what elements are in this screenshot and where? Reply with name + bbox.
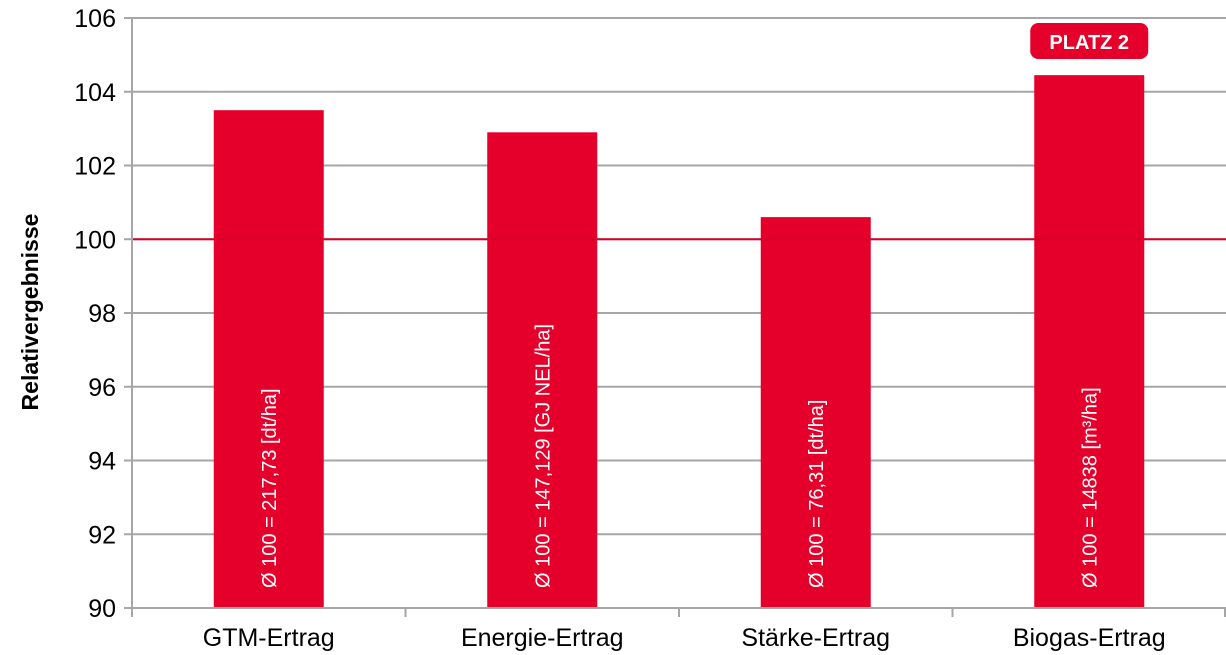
x-tick-label: Energie-Ertrag: [461, 624, 624, 652]
bar: [213, 110, 324, 608]
placement-badge: [1030, 23, 1149, 59]
y-tick-label: 100: [74, 226, 116, 254]
labels: 90 92 94 96 98 100 102 104 106 Ø 100 = 217,73 [dt…: [74, 5, 1165, 652]
y-tick-label: 106: [74, 5, 116, 33]
bar: [760, 217, 871, 608]
placement-badge-text: PLATZ 2: [1049, 32, 1129, 54]
y-tick-label: 90: [88, 595, 116, 623]
bars: [213, 75, 1145, 608]
y-tick-label: 102: [74, 153, 116, 181]
x-tick-label: Biogas-Ertrag: [1013, 624, 1166, 652]
axes: [124, 17, 1226, 617]
bar: [487, 132, 598, 608]
bar-data-label: Ø 100 = 76,31 [dt/ha]: [806, 400, 828, 588]
bar-data-label: Ø 100 = 217,73 [dt/ha]: [259, 388, 281, 588]
y-tick-label: 104: [74, 79, 116, 107]
y-tick-label: 96: [88, 374, 116, 402]
y-axis-title: Relativergebnisse: [17, 214, 43, 411]
y-tick-label: 98: [88, 300, 116, 328]
x-tick-label: Stärke-Ertrag: [741, 624, 890, 652]
bar: [1034, 75, 1145, 608]
y-tick-label: 92: [88, 521, 116, 549]
x-tick-label: GTM-Ertrag: [203, 624, 335, 652]
bar-data-label: Ø 100 = 14838 [m³/ha]: [1079, 387, 1101, 588]
bar-data-label: Ø 100 = 147,129 [GJ NEL/ha]: [532, 324, 554, 588]
y-tick-label: 94: [88, 448, 116, 476]
